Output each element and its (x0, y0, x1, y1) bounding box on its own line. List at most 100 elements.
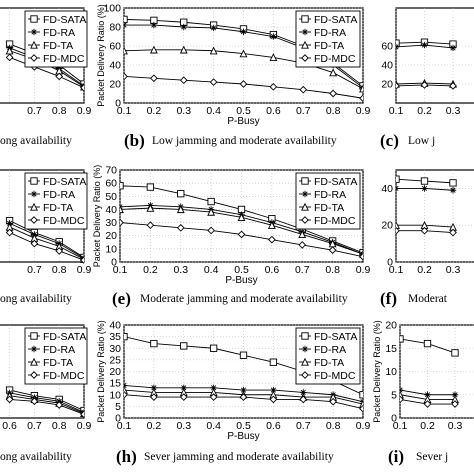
x-tick-label: 0.3 (446, 105, 461, 117)
x-tick-label: 0.3 (176, 420, 191, 432)
legend-label: FD-MDC (43, 53, 85, 65)
y-tick-label: 15 (109, 378, 121, 390)
y-axis: 0 20 40 60 80 100 (103, 3, 363, 110)
y-tick-label: 70 (105, 165, 117, 177)
legend-label: FD-TA (43, 202, 73, 214)
caption-letter: (h) (116, 447, 137, 466)
data-point (421, 185, 428, 192)
data-point (328, 246, 337, 255)
data-point (80, 410, 84, 419)
data-point (80, 256, 84, 264)
data-point (180, 23, 187, 31)
panel-c: 0.1 0.2 0.3 20 40 60 (c) Low j (380, 7, 474, 150)
data-point (298, 241, 307, 249)
series-group (400, 335, 459, 408)
data-point (207, 197, 215, 206)
legend-marker (30, 332, 38, 340)
series-line (9, 56, 84, 89)
data-point (209, 46, 218, 55)
y-axis-label: Packet Delivery Ratio (%) (92, 165, 102, 268)
data-point (270, 33, 277, 40)
x-tick-label: 0.8 (52, 420, 67, 432)
data-point (424, 391, 431, 398)
data-point (420, 177, 429, 185)
data-point (55, 401, 64, 409)
legend-label: FD-RA (314, 344, 346, 356)
data-point (146, 203, 155, 212)
data-point (149, 45, 158, 54)
x-tick-label: 0.4 (206, 420, 221, 432)
legend-label: FD-MDC (314, 53, 356, 65)
legend-label: FD-SATA (314, 14, 357, 26)
legend-marker (30, 28, 38, 36)
legend-marker (30, 177, 38, 185)
caption-text: ong availability (0, 451, 72, 463)
legend-marker (30, 15, 38, 23)
x-axis: 0.1 0.2 0.3 0.4 0.5 0.6 0.7 0.8 0.9 (113, 170, 370, 276)
data-point (329, 89, 337, 98)
data-point (421, 41, 428, 49)
legend-label: FD-TA (43, 40, 73, 52)
legend-label: FD-TA (43, 357, 73, 369)
data-point (5, 228, 14, 237)
y-axis-label: Packet Delivery Ratio (%) (96, 4, 106, 107)
legend-marker (301, 40, 309, 49)
data-point (209, 78, 218, 86)
series-line (9, 392, 84, 413)
legend-label: FD-TA (314, 357, 344, 369)
caption-text: Sever j (416, 451, 448, 463)
data-point (396, 220, 400, 229)
data-point (240, 28, 247, 35)
data-point (176, 205, 185, 214)
legend-label: FD-MDC (314, 215, 356, 227)
y-tick-label: 10 (385, 366, 397, 378)
data-point (179, 393, 188, 401)
data-point (396, 82, 400, 90)
data-point (120, 182, 124, 190)
panel-caption: (b) Low jamming and moderate availability (124, 131, 337, 150)
legend-label: FD-SATA (314, 176, 357, 188)
data-point (146, 183, 155, 191)
legend-label: FD-TA (314, 202, 344, 214)
legend-label: FD-TA (314, 40, 344, 52)
data-point (400, 335, 404, 343)
legend-marker (301, 216, 309, 224)
caption-letter: (e) (112, 289, 131, 308)
x-tick-label: 0.8 (52, 105, 67, 117)
series-line (9, 395, 84, 414)
legend-label: FD-MDC (314, 370, 356, 382)
caption-text: Low j (408, 135, 435, 147)
legend-marker (30, 345, 38, 353)
x-tick-label: 0.9 (77, 420, 92, 432)
data-point (209, 344, 218, 352)
x-axis-label: P-Busy (227, 431, 259, 442)
legend-marker (301, 371, 309, 379)
legend-label: FD-SATA (43, 14, 86, 26)
y-tick-label: 20 (381, 220, 393, 232)
data-point (150, 74, 158, 83)
y-tick-label: 40 (105, 204, 117, 216)
data-point (423, 400, 432, 408)
x-tick-label: 0.2 (147, 420, 162, 432)
data-point (207, 226, 215, 235)
y-tick-label: 30 (105, 217, 117, 229)
y-axis-label: Packet Delivery Ratio (%) (96, 320, 106, 423)
x-tick-label: 0.9 (356, 105, 371, 117)
x-axis: 0.1 0.2 0.3 (389, 8, 461, 117)
x-tick-label: 0.4 (206, 105, 221, 117)
x-axis-label: P-Busy (225, 275, 257, 286)
x-tick-label: 0.5 (234, 264, 249, 276)
data-point (237, 213, 246, 221)
data-point (449, 187, 457, 194)
legend-marker (30, 40, 38, 49)
y-tick-label: 20 (105, 230, 117, 242)
series-line (9, 222, 84, 259)
y-tick-label: 20 (109, 366, 121, 378)
legend-marker (301, 345, 309, 353)
